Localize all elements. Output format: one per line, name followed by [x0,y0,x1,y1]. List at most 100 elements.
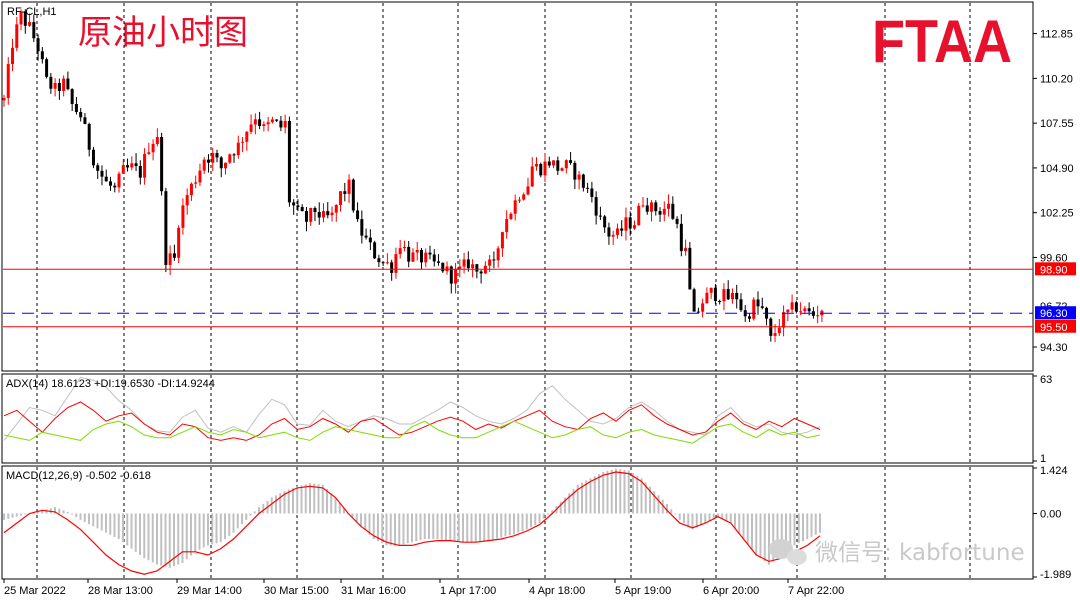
macd-histogram-bar [160,513,163,566]
candle-body [594,197,598,216]
macd-histogram-bar [15,513,18,517]
main-panel-frame [1,1,1034,372]
macd-histogram-bar [79,513,82,520]
macd-histogram-bar [317,484,320,514]
macd-histogram-bar [585,480,588,514]
candle-body [19,11,23,25]
candle-body [581,174,585,188]
candle-body [270,119,274,123]
macd-histogram-bar [483,513,486,542]
candle-body [360,219,364,236]
brand-logo: FTAA [872,8,1012,75]
macd-histogram-bar [500,513,503,538]
adx-series-0 [3,376,821,441]
candle-body [368,237,372,243]
macd-histogram-bar [190,513,192,556]
macd-histogram-bar [385,513,388,546]
macd-histogram-bar [181,513,184,563]
macd-histogram-bar [517,513,520,533]
adx-panel-frame [1,373,1034,464]
macd-histogram-bar [644,482,647,514]
macd-histogram-bar [589,478,592,514]
macd-histogram-bar [326,488,328,514]
adx-series-1 [3,401,821,441]
macd-histogram-bar [712,513,715,519]
candle-body [189,183,193,196]
candle-body [262,124,266,127]
candle-body [326,211,330,216]
macd-histogram-bar [372,513,375,540]
candle-body [500,232,504,249]
macd-histogram-bar [168,513,171,568]
candle-body [6,64,10,98]
candle-body [662,208,666,215]
macd-histogram-bar [670,509,673,514]
candle-body [794,302,798,312]
candle-body [232,154,236,156]
macd-histogram-bar [738,513,741,534]
candle-body [381,262,385,264]
candle-body [756,299,760,307]
candle-body [40,51,44,60]
candle-body [411,252,415,262]
candle-body [147,152,151,154]
macd-histogram-bar [657,495,660,514]
macd-histogram-bar [508,513,511,536]
adx-tick-label: 63 [1040,374,1052,386]
candle-body [560,168,564,171]
macd-histogram-bar [572,488,575,514]
macd-histogram-bar [66,511,69,514]
macd-histogram-bar [466,513,469,543]
candle-body [611,234,615,237]
macd-histogram-bar [330,493,333,514]
macd-histogram-bar [377,513,379,542]
candle-body [211,153,215,163]
price-tick-label: 104.90 [1040,163,1074,175]
macd-histogram-bar [185,513,188,560]
macd-histogram-bar [202,513,205,548]
macd-histogram-bar [742,513,745,540]
candle-body [441,262,445,272]
candle-body [109,181,112,186]
candle-body [522,194,526,200]
macd-tick-label: 1.424 [1040,465,1068,477]
candle-body [79,111,83,118]
macd-histogram-bar [398,513,401,546]
macd-histogram-bar [151,513,154,563]
candle-body [100,170,104,177]
candle-body [126,165,130,168]
candle-body [317,212,321,218]
macd-histogram-bar [215,513,218,544]
candle-body [645,205,649,212]
candle-body [458,266,462,269]
candle-body [96,165,100,171]
candle-body [573,162,577,180]
macd-histogram-bar [627,470,630,514]
macd-histogram-bar [487,513,490,541]
candle-body [343,191,347,194]
candle-body [296,205,300,207]
macd-signal-line [3,471,821,575]
macd-histogram-bar [474,513,477,543]
macd-histogram-bar [71,513,73,515]
macd-histogram-bar [7,513,10,519]
macd-histogram-bar [462,513,464,543]
candle-body [219,157,223,169]
macd-histogram-bar [296,486,299,514]
macd-histogram-bar [304,484,307,514]
candle-body [466,259,470,269]
candle-body [811,311,815,316]
candle-body [658,211,662,215]
candle-body [517,199,521,201]
x-tick-label: 31 Mar 16:00 [341,585,406,597]
candle-body [415,249,419,253]
macd-histogram-bar [704,513,707,524]
candle-body [735,292,739,300]
level-tag-label: 96.30 [1040,308,1068,320]
vertical-grid [36,3,971,579]
candle-body [671,203,675,219]
candle-body [424,252,428,263]
candle-body [773,333,777,336]
candle-body [347,179,351,194]
macd-histogram-bar [321,484,324,514]
